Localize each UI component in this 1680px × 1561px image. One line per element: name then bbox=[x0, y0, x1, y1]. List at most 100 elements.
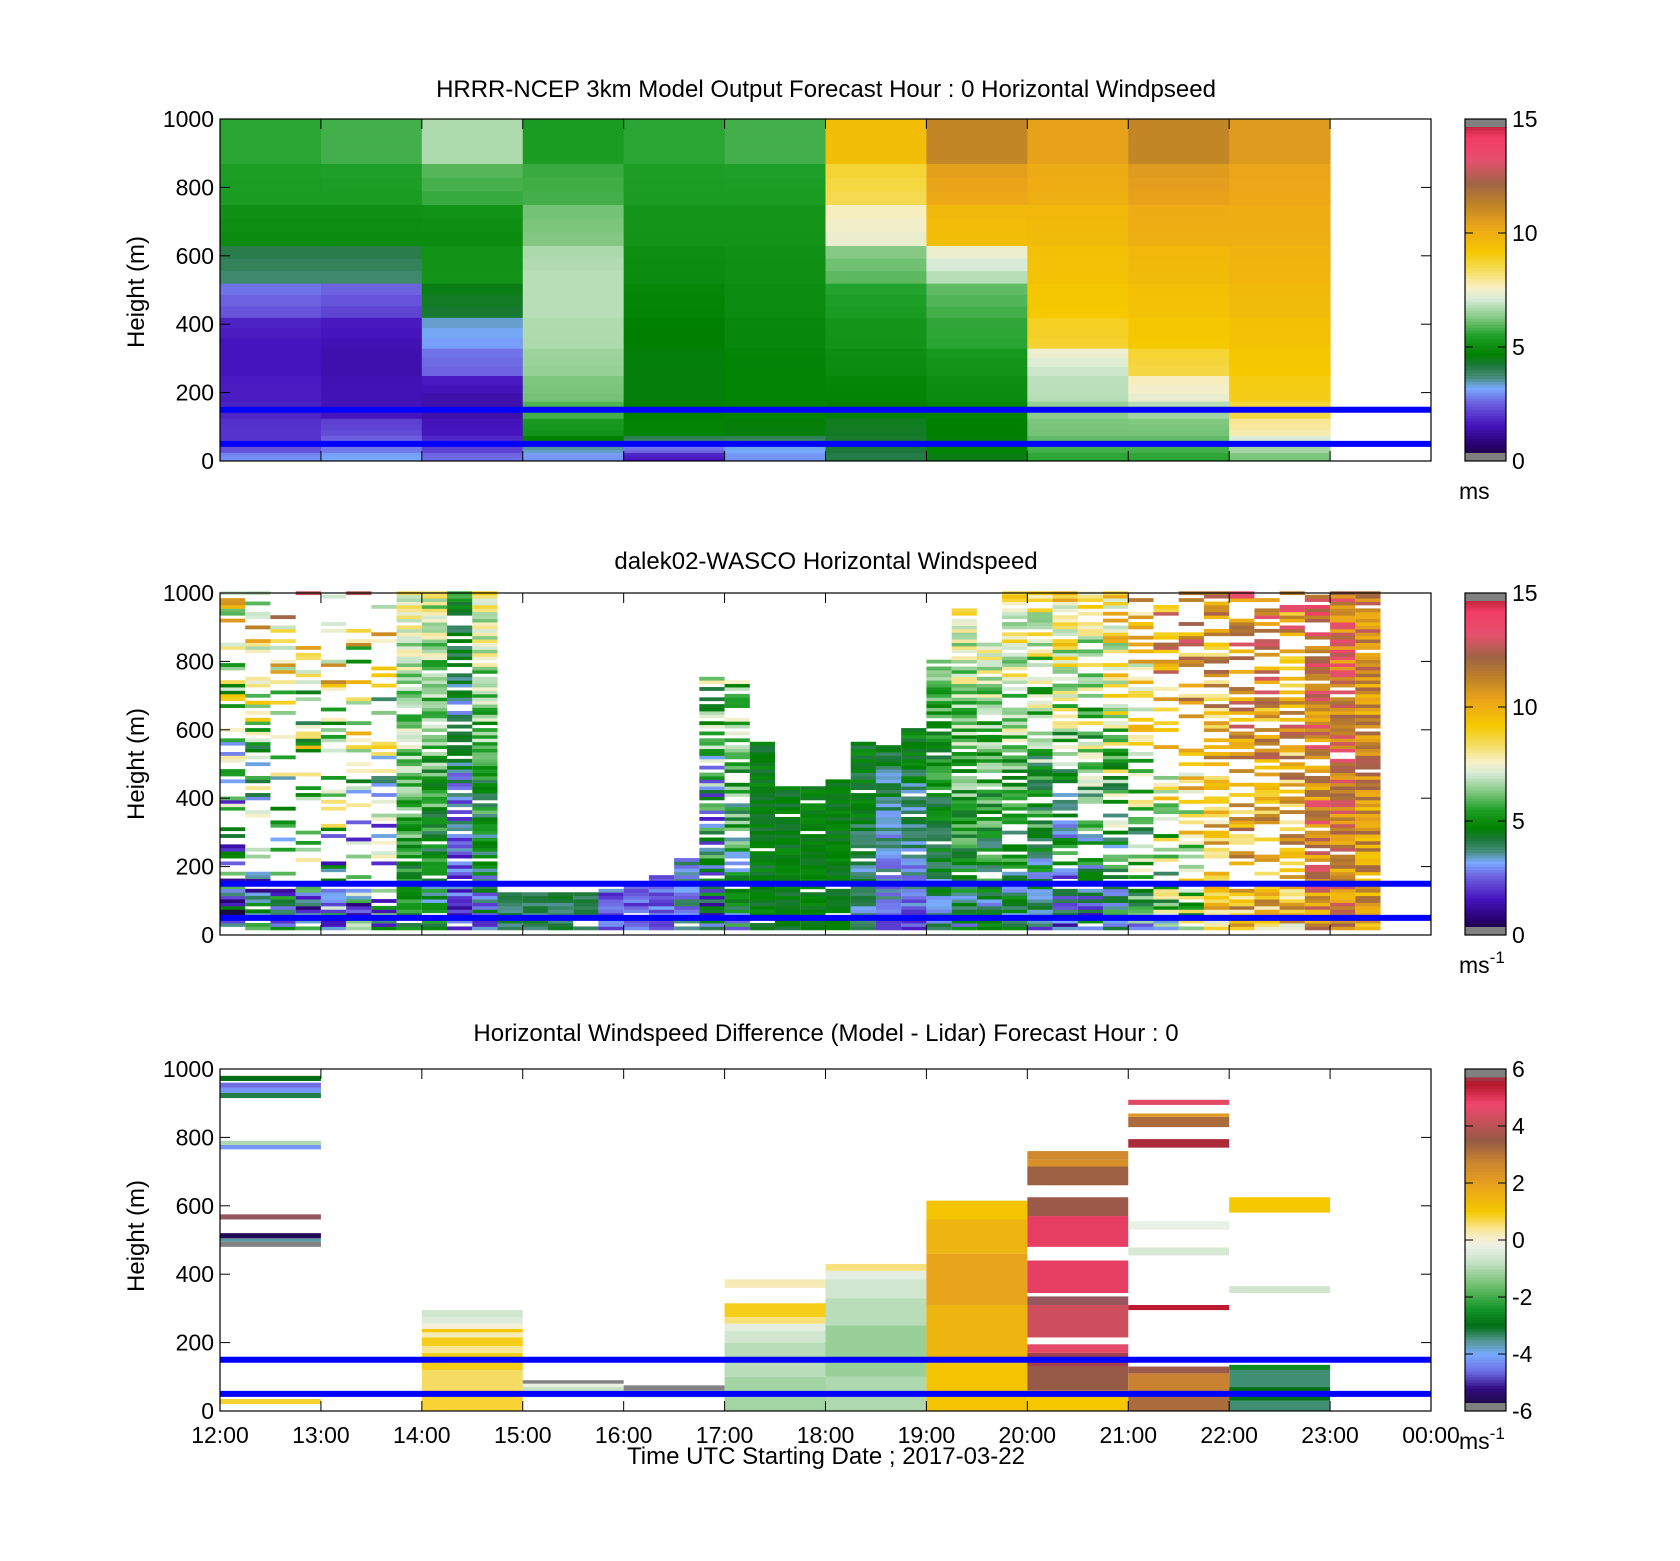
lidar-cell bbox=[245, 912, 271, 917]
lidar-cell bbox=[1355, 926, 1381, 931]
lidar-cell bbox=[1027, 803, 1053, 808]
lidar-cell bbox=[421, 693, 448, 698]
colorbar-swatch bbox=[1465, 1371, 1506, 1375]
lidar-cell bbox=[951, 810, 977, 814]
lidar-cell bbox=[1254, 680, 1280, 685]
lidar-cell bbox=[850, 765, 876, 770]
colorbar-swatch bbox=[1465, 1194, 1506, 1198]
lidar-cell bbox=[472, 741, 498, 746]
colorbar-cap bbox=[1465, 593, 1506, 601]
lidar-cell bbox=[850, 919, 876, 924]
lidar-cell bbox=[396, 837, 422, 842]
lidar-cell bbox=[1254, 652, 1280, 657]
difference-cell bbox=[1128, 1304, 1230, 1311]
model-cell bbox=[926, 119, 1028, 135]
lidar-cell bbox=[976, 861, 1003, 866]
lidar-cell bbox=[245, 748, 271, 753]
lidar-cell bbox=[1203, 892, 1230, 897]
lidar-cell bbox=[1002, 622, 1028, 626]
colorbar-tick-label: 0 bbox=[1512, 1227, 1525, 1253]
lidar-cell bbox=[775, 895, 801, 900]
lidar-cell bbox=[951, 796, 977, 801]
model-cell bbox=[522, 305, 625, 318]
lidar-cell bbox=[1203, 878, 1230, 883]
lidar-cell bbox=[1077, 721, 1104, 726]
lidar-cell bbox=[245, 649, 271, 654]
lidar-cell bbox=[220, 844, 246, 849]
lidar-cell bbox=[1052, 693, 1078, 698]
lidar-cell bbox=[497, 919, 523, 924]
lidar-cell bbox=[1203, 594, 1230, 599]
model-cell bbox=[421, 305, 524, 318]
lidar-cell bbox=[1355, 762, 1381, 767]
lidar-cell bbox=[245, 738, 271, 743]
lidar-cell bbox=[1002, 786, 1028, 791]
lidar-cell bbox=[346, 899, 372, 903]
lidar-cell bbox=[875, 878, 902, 883]
lidar-cell bbox=[1153, 817, 1179, 821]
lidar-cell bbox=[371, 782, 397, 787]
model-cell bbox=[421, 458, 524, 462]
lidar-cell bbox=[976, 864, 1003, 869]
lidar-cell bbox=[1052, 868, 1078, 873]
lidar-cell bbox=[1304, 673, 1331, 678]
lidar-cell bbox=[220, 834, 246, 838]
lidar-cell bbox=[320, 707, 347, 712]
model-cell bbox=[926, 412, 1028, 419]
lidar-cell bbox=[346, 700, 372, 705]
model-cell bbox=[825, 366, 927, 376]
lidar-cell bbox=[1279, 775, 1305, 780]
lidar-cell bbox=[1027, 789, 1053, 794]
difference-cell bbox=[1027, 1366, 1129, 1391]
lidar-cell bbox=[598, 895, 624, 900]
lidar-cell bbox=[623, 923, 649, 927]
model-cell bbox=[1128, 337, 1230, 349]
lidar-cell bbox=[320, 834, 347, 838]
model-cell bbox=[623, 446, 726, 451]
colorbar-swatch bbox=[1465, 1140, 1506, 1144]
colorbar-swatch bbox=[1465, 244, 1506, 248]
lidar-cell bbox=[800, 823, 826, 828]
lidar-cell bbox=[850, 871, 876, 876]
lidar-cell bbox=[1355, 669, 1381, 674]
lidar-cell bbox=[1103, 604, 1129, 609]
lidar-cell bbox=[1229, 905, 1255, 910]
lidar-cell bbox=[699, 847, 725, 852]
lidar-cell bbox=[1254, 598, 1280, 602]
lidar-cell bbox=[472, 676, 498, 681]
model-cell bbox=[623, 258, 726, 272]
lidar-cell bbox=[1203, 875, 1230, 879]
lidar-cell bbox=[951, 731, 977, 736]
lidar-cell bbox=[421, 789, 448, 794]
lidar-cell bbox=[1002, 905, 1028, 910]
lidar-cell bbox=[699, 888, 725, 893]
lidar-cell bbox=[724, 854, 750, 859]
lidar-cell bbox=[926, 745, 952, 750]
model-cell bbox=[522, 133, 625, 150]
model-cell bbox=[623, 455, 726, 459]
lidar-cell bbox=[976, 762, 1003, 767]
lidar-cell bbox=[320, 895, 347, 900]
colorbar-swatch bbox=[1465, 1259, 1506, 1264]
lidar-cell bbox=[724, 902, 750, 907]
lidar-cell bbox=[875, 817, 902, 821]
lidar-cell bbox=[1027, 758, 1053, 763]
model-cell bbox=[1027, 270, 1129, 284]
lidar-cell bbox=[1027, 608, 1053, 613]
lidar-cell bbox=[1330, 748, 1356, 753]
colorbar-swatch bbox=[1465, 607, 1506, 611]
lidar-cell bbox=[472, 669, 498, 674]
colorbar-tick-label: 0 bbox=[1512, 922, 1525, 948]
model-cell bbox=[421, 327, 524, 339]
colorbar-swatch bbox=[1465, 1291, 1506, 1295]
lidar-cell bbox=[472, 697, 498, 702]
lidar-cell bbox=[1330, 639, 1356, 643]
lidar-cell bbox=[270, 663, 296, 667]
colorbar-swatch bbox=[1465, 752, 1506, 756]
lidar-cell bbox=[1355, 844, 1381, 849]
model-cell bbox=[724, 119, 826, 135]
lidar-cell bbox=[320, 687, 347, 691]
lidar-cell bbox=[699, 758, 725, 763]
model-cell bbox=[926, 283, 1028, 296]
lidar-cell bbox=[1330, 710, 1356, 715]
